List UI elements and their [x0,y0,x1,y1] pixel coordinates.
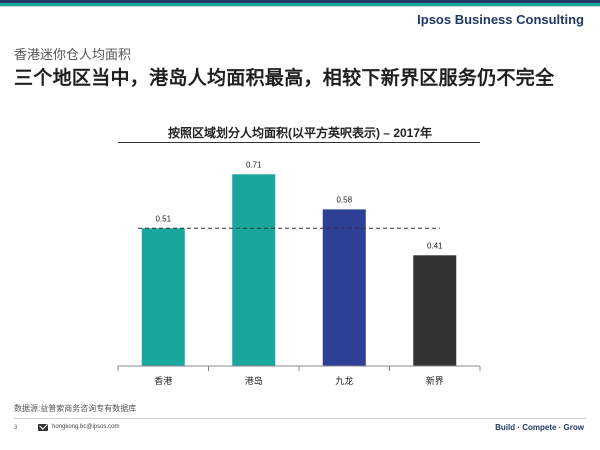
x-tick-label-1: 香港 [154,375,172,387]
header-stripe-grey [0,6,600,7]
bar-value-label-1: 0.51 [155,214,171,223]
bar-4 [413,255,457,366]
x-tick-label-2: 港岛 [245,375,263,387]
header-stripe-teal [0,3,600,6]
bar-value-label-3: 0.58 [336,195,352,204]
bar-3 [322,209,366,366]
header-stripe-navy [0,0,600,3]
page-headline: 三个地区当中，港岛人均面积最高，相较下新界区服务仍不完全 [14,68,555,89]
bar-value-label-4: 0.41 [427,241,443,250]
page-number: 3 [14,425,18,431]
x-tick-label-4: 新界 [426,375,444,387]
footer-divider [14,418,586,419]
source-note: 数据源:益普索商务咨询专有数据库 [14,404,137,413]
tagline: Build · Compete · Grow [495,423,584,432]
chart-title-underline [118,142,480,143]
x-tick-label-3: 九龙 [335,375,353,387]
bar-1 [141,228,185,366]
page-subtitle: 香港迷你仓人均面积 [14,47,132,62]
chart-title: 按照区域划分人均面积(以平方英呎表示) – 2017年 [167,126,433,140]
header-stripe [0,0,600,7]
brand-logo-text: Ipsos Business Consulting [417,12,584,27]
bar-value-label-2: 0.71 [246,160,262,169]
mail-icon [38,424,48,431]
contact-email: hongkong.bc@ipsos.com [52,424,120,430]
bar-2 [232,174,276,366]
